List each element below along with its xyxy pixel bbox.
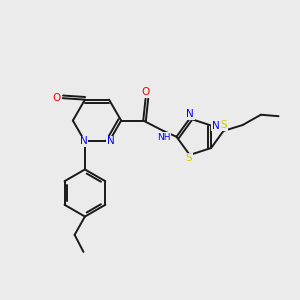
Text: O: O <box>142 87 150 97</box>
Text: N: N <box>80 136 87 146</box>
Text: S: S <box>221 120 227 130</box>
Text: N: N <box>212 121 219 130</box>
Text: S: S <box>186 154 192 164</box>
Text: NH: NH <box>157 133 171 142</box>
Text: N: N <box>107 136 114 146</box>
Text: O: O <box>52 93 61 103</box>
Text: N: N <box>186 109 194 119</box>
